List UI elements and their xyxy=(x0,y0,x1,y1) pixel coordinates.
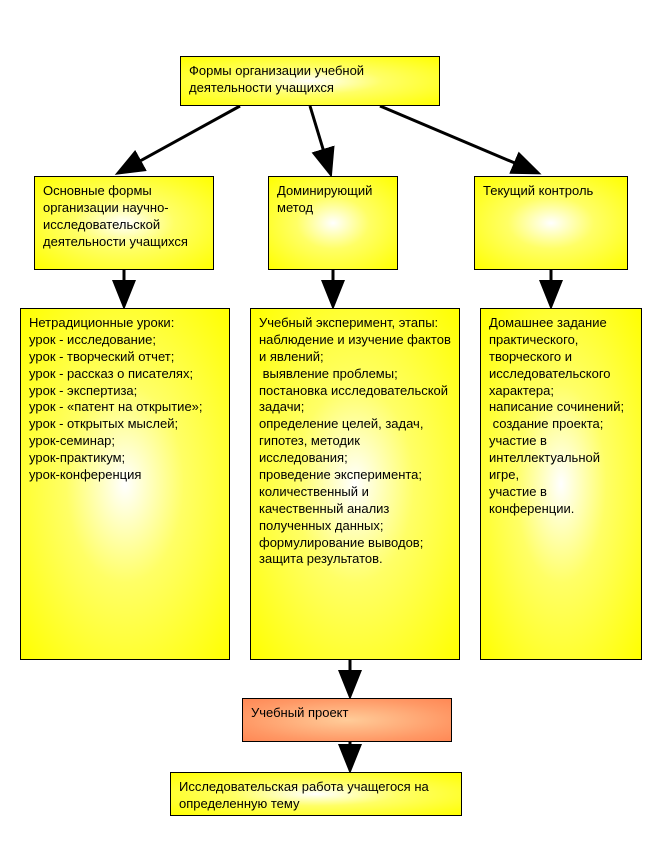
node-c2: Учебный эксперимент, этапы: наблюдение и… xyxy=(250,308,460,660)
node-c1: Нетрадиционные уроки: урок - исследовани… xyxy=(20,308,230,660)
edge-root-b1 xyxy=(120,106,240,172)
node-b3: Текущий контроль xyxy=(474,176,628,270)
node-b1: Основные формы организации научно-исслед… xyxy=(34,176,214,270)
edge-root-b3 xyxy=(380,106,536,172)
node-root: Формы организации учебной деятельности у… xyxy=(180,56,440,106)
node-b2: Доминирующий метод xyxy=(268,176,398,270)
node-c3: Домашнее задание практического, творческ… xyxy=(480,308,642,660)
node-e1: Исследовательская работа учащегося на оп… xyxy=(170,772,462,816)
edge-root-b2 xyxy=(310,106,330,172)
node-d1: Учебный проект xyxy=(242,698,452,742)
